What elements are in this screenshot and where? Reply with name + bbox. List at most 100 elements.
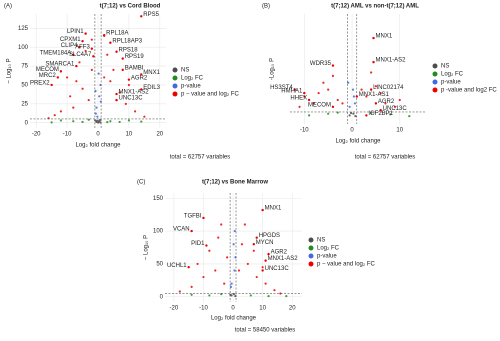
x-tick-label: 0 (231, 306, 235, 312)
point (178, 290, 181, 293)
x-axis-label: Log₂ fold change (75, 143, 121, 149)
gene-label: LINC02174 (373, 85, 404, 91)
point (196, 262, 199, 266)
labeled-point (59, 70, 63, 73)
labeled-point (121, 68, 124, 72)
gene-label: UNC13C (383, 106, 408, 112)
panel-title: t(7;12) vs Bone Marrow (202, 180, 268, 186)
point (354, 114, 357, 118)
point (53, 114, 56, 117)
panel-title: t(7;12) vs Cord Blood (100, 4, 161, 10)
legend-swatch (308, 253, 314, 259)
legend-label: NS (181, 68, 189, 74)
point (50, 121, 53, 124)
gene-label: MNX1-AS2 (268, 256, 299, 262)
labeled-point (78, 46, 81, 49)
labeled-point (84, 32, 87, 35)
point (87, 118, 90, 121)
point (94, 119, 97, 122)
labeled-point (75, 64, 78, 68)
point (389, 113, 392, 116)
point (327, 88, 330, 91)
labeled-point (205, 244, 208, 247)
point (226, 256, 229, 259)
legend-label: p − value and log₂ FC (317, 262, 376, 268)
labeled-point (190, 229, 193, 233)
labeled-point (115, 92, 118, 96)
point (348, 114, 351, 117)
x-axis-label: Log₂ fold change (335, 139, 381, 145)
point (109, 80, 112, 83)
point (97, 121, 100, 124)
panel-label: (B) (262, 4, 270, 10)
y-axis-label: − Log₁₀ P (7, 58, 13, 83)
labeled-point (127, 78, 131, 81)
x-tick-label: 0 (96, 132, 100, 138)
gene-label: HMHA1 (281, 89, 303, 95)
point (229, 285, 233, 288)
gene-label: HPGDS (259, 233, 280, 239)
x-tick-label: 10 (396, 128, 403, 134)
point (106, 121, 109, 124)
point (59, 119, 63, 122)
labeled-point (50, 83, 53, 87)
point (349, 111, 353, 115)
point (127, 119, 131, 122)
gene-label: AGR2 (378, 99, 395, 105)
point (264, 282, 267, 285)
point (246, 262, 249, 266)
gene-label: CLIP4 (61, 43, 78, 49)
labeled-point (369, 88, 373, 91)
labeled-point (252, 243, 255, 246)
x-tick-label: 20 (156, 132, 163, 138)
point (365, 95, 368, 98)
point (106, 53, 109, 56)
point (384, 102, 387, 105)
x-tick-label: -10 (300, 128, 309, 134)
gene-label: RPS5 (143, 12, 159, 18)
point (379, 91, 382, 95)
labeled-point (140, 73, 143, 76)
gene-label: TMEM184A (40, 50, 72, 56)
gene-label: MECOM (308, 102, 331, 108)
point (190, 285, 193, 288)
legend-swatch (432, 71, 438, 77)
legend-swatch (308, 261, 314, 267)
labeled-point (90, 47, 94, 50)
gene-label: LPIN1 (67, 29, 84, 35)
plot-area (165, 193, 302, 302)
legend-label: Log₂ FC (441, 72, 464, 78)
gene-label: MNX1-AS2 (119, 90, 150, 96)
point (370, 111, 373, 115)
y-tick-label: 50 (156, 261, 163, 267)
gene-label: MNX1 (143, 70, 160, 76)
gene-label: RPS18 (119, 47, 139, 53)
legend-label: Log₂ FC (317, 246, 340, 252)
gene-label: HS3ST4 (270, 85, 293, 91)
point (307, 114, 311, 117)
gene-label: PID1 (191, 241, 205, 247)
point (208, 249, 211, 252)
legend-swatch (172, 67, 178, 73)
point (90, 68, 93, 71)
labeled-point (379, 109, 382, 112)
gene-label: HHEX (290, 96, 307, 102)
y-tick-label: 150 (153, 196, 164, 202)
labeled-point (331, 64, 335, 67)
x-axis-label: Log₂ fold change (211, 316, 257, 322)
gene-label: AGR2 (131, 75, 148, 81)
point (279, 292, 282, 295)
point (99, 100, 102, 103)
gene-label: WDR35 (310, 61, 332, 67)
gene-label: RPL18AP3 (112, 38, 142, 44)
labeled-point (303, 91, 306, 95)
point (109, 120, 112, 123)
labeled-point (140, 15, 143, 18)
labeled-point (267, 252, 270, 256)
point (233, 229, 236, 233)
legend-swatch (432, 79, 438, 85)
gene-label: AGR2 (271, 250, 288, 256)
labeled-point (264, 259, 267, 262)
point (230, 282, 233, 285)
